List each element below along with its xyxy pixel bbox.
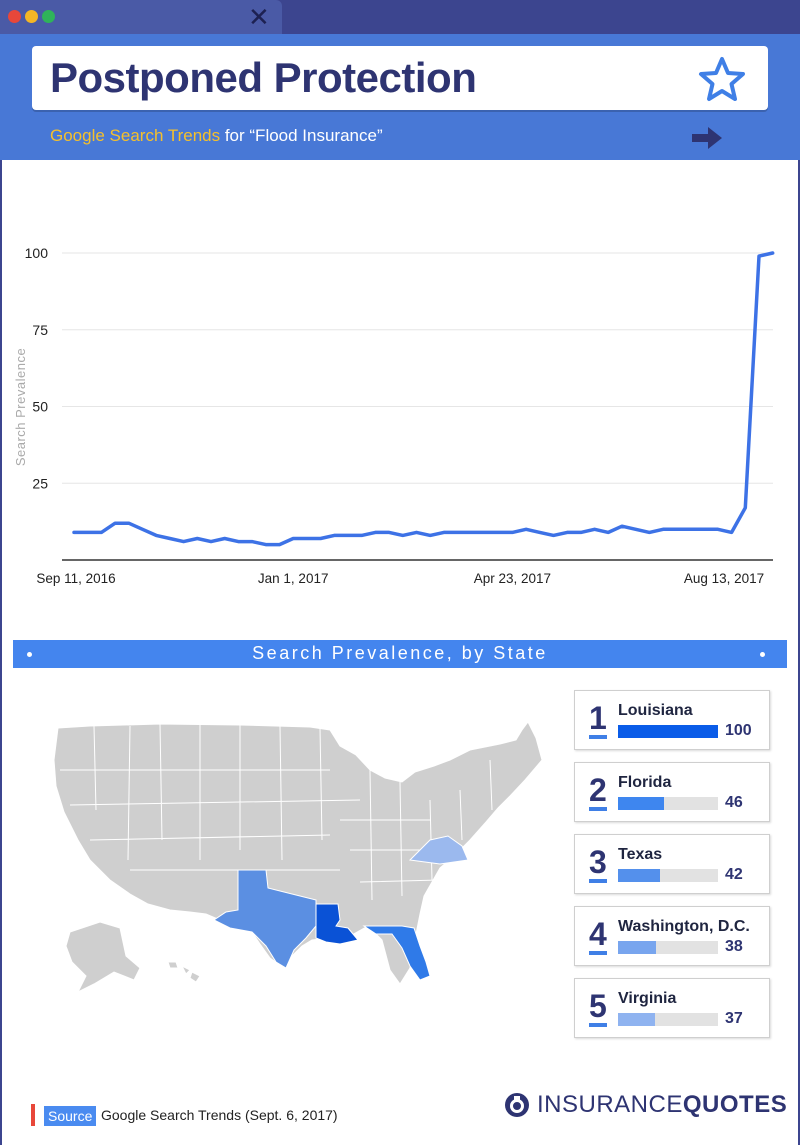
source-text: Google Search Trends (Sept. 6, 2017) bbox=[101, 1107, 338, 1123]
logo-text-part1: INSURANCE bbox=[537, 1091, 683, 1118]
map-hawaii bbox=[167, 961, 201, 983]
rank-state-name: Washington, D.C. bbox=[618, 918, 750, 935]
frame-right-edge bbox=[798, 160, 800, 1145]
rank-state-name: Texas bbox=[618, 846, 663, 863]
subtitle: Google Search Trends for “Flood Insuranc… bbox=[50, 126, 383, 146]
rank-bar-track bbox=[618, 1013, 718, 1026]
banner-dot-left bbox=[27, 652, 32, 657]
rank-number: 1 bbox=[589, 700, 607, 736]
rank-underline bbox=[589, 735, 607, 739]
rank-bar-fill bbox=[618, 725, 718, 738]
banner-dot-right bbox=[760, 652, 765, 657]
source-label: Source bbox=[44, 1106, 97, 1126]
y-tick-label: 100 bbox=[25, 245, 49, 261]
map-state-florida bbox=[362, 925, 431, 981]
chart-grid bbox=[62, 252, 773, 484]
y-tick-labels: 25 50 75 100 bbox=[25, 245, 49, 491]
logo-text: INSURANCEQUOTES bbox=[537, 1091, 787, 1119]
y-axis-label: Search Prevalence bbox=[13, 348, 28, 466]
map-state-louisiana bbox=[315, 903, 359, 945]
rank-bar-track bbox=[618, 797, 718, 810]
x-tick-label: Jan 1, 2017 bbox=[258, 571, 329, 586]
rank-bar-track bbox=[618, 725, 718, 738]
maximize-window-dot[interactable] bbox=[42, 10, 55, 23]
rank-number: 5 bbox=[589, 988, 607, 1024]
rank-value: 46 bbox=[725, 794, 743, 811]
title-box: Postponed Protection bbox=[32, 46, 768, 110]
y-tick-label: 25 bbox=[32, 475, 48, 491]
y-tick-label: 50 bbox=[32, 399, 48, 415]
series-line-flood-insurance bbox=[72, 251, 775, 547]
minimize-window-dot[interactable] bbox=[25, 10, 38, 23]
rank-bar-track bbox=[618, 941, 718, 954]
star-icon[interactable] bbox=[698, 56, 746, 102]
browser-tab[interactable]: ✕ bbox=[0, 0, 282, 34]
source-marker bbox=[31, 1104, 35, 1126]
rank-bar-fill bbox=[618, 797, 664, 810]
insurancequotes-logo[interactable]: INSURANCEQUOTES bbox=[503, 1088, 787, 1122]
state-section-banner: Search Prevalence, by State bbox=[13, 640, 787, 668]
rank-value: 38 bbox=[725, 938, 743, 955]
close-tab-icon[interactable]: ✕ bbox=[248, 2, 270, 32]
rank-card-texas: 3 Texas 42 bbox=[574, 834, 770, 894]
rank-card-washington-d-c: 4 Washington, D.C. 38 bbox=[574, 906, 770, 966]
rank-value: 100 bbox=[725, 722, 752, 739]
close-window-dot[interactable] bbox=[8, 10, 21, 23]
rank-underline bbox=[589, 807, 607, 811]
x-tick-labels: Sep 11, 2016 Jan 1, 2017 Apr 23, 2017 Aug 1… bbox=[36, 571, 764, 586]
rank-value: 42 bbox=[725, 866, 743, 883]
rank-value: 37 bbox=[725, 1010, 743, 1027]
header: Postponed Protection Google Search Trend… bbox=[0, 34, 800, 160]
rank-state-name: Louisiana bbox=[618, 702, 693, 719]
y-tick-label: 75 bbox=[32, 322, 48, 338]
rank-card-louisiana: 1 Louisiana 100 bbox=[574, 690, 770, 750]
logo-text-part2: QUOTES bbox=[682, 1091, 788, 1118]
page-title: Postponed Protection bbox=[50, 54, 477, 101]
rank-number: 2 bbox=[589, 772, 607, 808]
subtitle-highlight: Google Search Trends bbox=[50, 126, 221, 145]
rank-bar-fill bbox=[618, 941, 656, 954]
subtitle-rest: for “Flood Insurance” bbox=[220, 126, 383, 145]
rank-card-virginia: 5 Virginia 37 bbox=[574, 978, 770, 1038]
x-tick-label: Aug 13, 2017 bbox=[684, 571, 764, 586]
arrow-right-icon[interactable] bbox=[692, 127, 722, 149]
map-state-texas bbox=[213, 869, 317, 969]
rank-state-name: Florida bbox=[618, 774, 672, 791]
frame-left-edge bbox=[0, 160, 2, 1145]
rank-underline bbox=[589, 1023, 607, 1027]
rank-underline bbox=[589, 951, 607, 955]
rank-card-florida: 2 Florida 46 bbox=[574, 762, 770, 822]
map-alaska bbox=[65, 921, 141, 994]
search-trend-chart: 25 50 75 100 Sep 11, 2016 Jan 1, 2017 Apr 23,… bbox=[13, 245, 775, 586]
state-section-title: Search Prevalence, by State bbox=[252, 643, 548, 663]
x-tick-label: Apr 23, 2017 bbox=[474, 571, 551, 586]
logo-mark-icon bbox=[505, 1093, 529, 1117]
rank-bar-fill bbox=[618, 1013, 655, 1026]
rank-number: 3 bbox=[589, 844, 607, 880]
rank-number: 4 bbox=[589, 916, 607, 952]
us-state-map bbox=[53, 721, 543, 994]
map-state-virginia bbox=[408, 835, 469, 865]
map-us-mainland bbox=[53, 721, 543, 985]
rank-underline bbox=[589, 879, 607, 883]
rank-state-name: Virginia bbox=[618, 990, 677, 1007]
x-tick-label: Sep 11, 2016 bbox=[36, 571, 115, 586]
rank-bar-fill bbox=[618, 869, 660, 882]
rank-bar-track bbox=[618, 869, 718, 882]
